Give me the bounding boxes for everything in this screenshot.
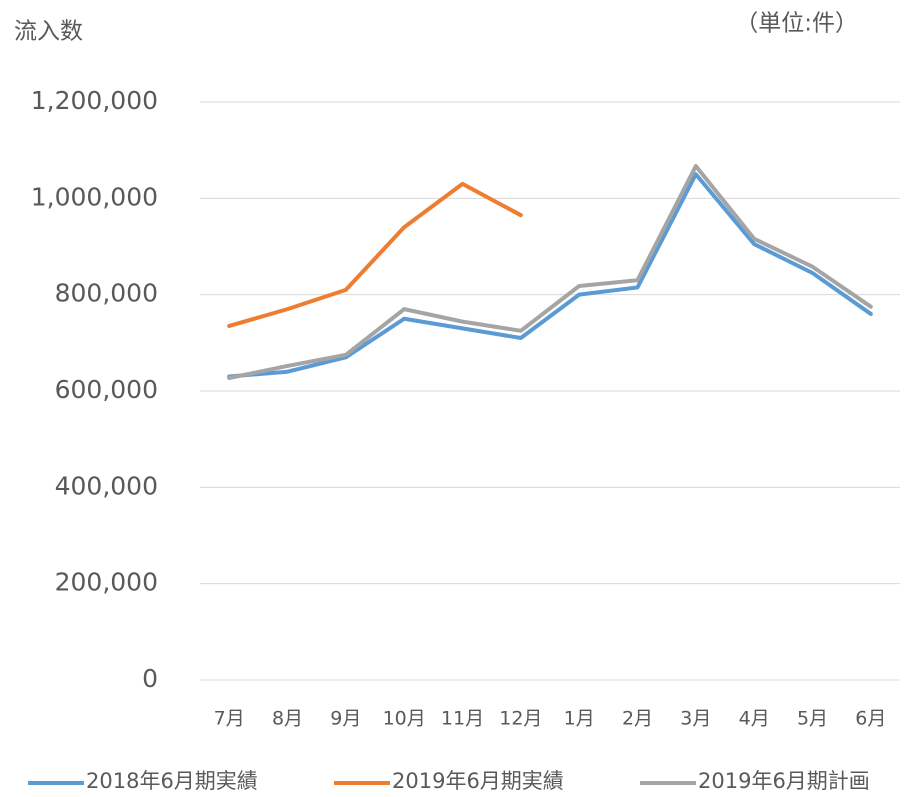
y-tick-label: 400,000 [55, 471, 158, 500]
x-tick-label: 8月 [272, 708, 303, 730]
y-tick-label: 1,200,000 [31, 86, 158, 115]
x-tick-label: 10月 [383, 708, 426, 730]
chart-title: 流入数 [14, 19, 83, 45]
x-tick-label: 11月 [441, 708, 484, 730]
x-tick-label: 12月 [499, 708, 542, 730]
legend-label: 2018年6月期実績 [86, 769, 258, 793]
y-tick-label: 0 [142, 664, 158, 693]
x-tick-label: 4月 [739, 708, 770, 730]
y-tick-label: 200,000 [55, 568, 158, 597]
x-tick-label: 1月 [564, 708, 595, 730]
y-tick-label: 1,000,000 [31, 182, 158, 211]
x-tick-label: 7月 [214, 708, 245, 730]
x-tick-label: 6月 [855, 708, 886, 730]
x-tick-label: 9月 [330, 708, 361, 730]
unit-note: （単位:件） [735, 11, 858, 37]
x-tick-label: 2月 [622, 708, 653, 730]
x-tick-label: 5月 [797, 708, 828, 730]
y-tick-label: 600,000 [55, 375, 158, 404]
y-tick-label: 800,000 [55, 279, 158, 308]
series-line [227, 172, 873, 379]
series-line [227, 164, 873, 380]
legend-label: 2019年6月期計画 [698, 769, 870, 793]
legend-label: 2019年6月期実績 [392, 769, 564, 793]
series-line [227, 181, 523, 328]
x-tick-label: 3月 [680, 708, 711, 730]
